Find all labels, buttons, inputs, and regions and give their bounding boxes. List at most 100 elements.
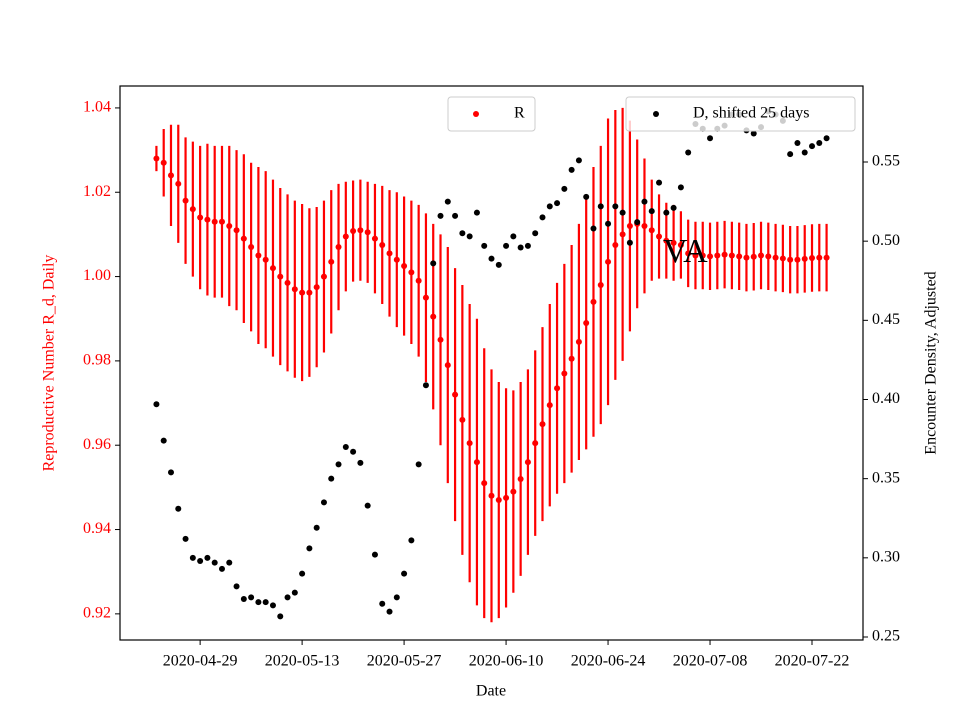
point xyxy=(590,225,597,232)
x-tick-label: 2020-07-22 xyxy=(775,653,850,670)
point xyxy=(685,149,692,156)
point xyxy=(444,198,451,205)
point xyxy=(575,338,582,345)
point xyxy=(809,143,816,150)
point xyxy=(306,289,313,296)
point xyxy=(364,229,371,236)
point xyxy=(255,252,262,259)
point xyxy=(779,255,786,262)
point xyxy=(306,545,313,552)
point xyxy=(721,251,728,258)
point xyxy=(816,139,823,146)
point xyxy=(495,497,502,504)
point xyxy=(473,459,480,466)
point xyxy=(430,260,437,267)
point xyxy=(204,216,211,223)
y2-tick-label: 0.30 xyxy=(872,548,900,565)
point xyxy=(699,252,706,259)
legend-box xyxy=(447,96,536,132)
point xyxy=(663,209,670,216)
point xyxy=(299,289,306,296)
point xyxy=(204,554,211,561)
point xyxy=(408,537,415,544)
point xyxy=(590,298,597,305)
point xyxy=(328,258,335,265)
point xyxy=(386,250,393,257)
point xyxy=(262,599,269,606)
point xyxy=(393,256,400,263)
point xyxy=(437,212,444,219)
point xyxy=(481,480,488,487)
point xyxy=(248,244,255,251)
point xyxy=(707,253,714,260)
point xyxy=(626,239,633,246)
point xyxy=(663,237,670,244)
point xyxy=(707,135,714,142)
point xyxy=(685,250,692,257)
x-tick-label: 2020-05-27 xyxy=(367,653,442,670)
point xyxy=(160,159,167,166)
point xyxy=(452,391,459,398)
point xyxy=(313,284,320,291)
point xyxy=(211,559,218,566)
point xyxy=(554,385,561,392)
point xyxy=(408,269,415,276)
point xyxy=(182,535,189,542)
point xyxy=(401,570,408,577)
point xyxy=(510,233,517,240)
point xyxy=(153,401,160,408)
point xyxy=(648,227,655,234)
point xyxy=(503,242,510,249)
y-tick-label: 0.96 xyxy=(83,436,111,453)
point xyxy=(240,235,247,242)
point xyxy=(692,252,699,259)
point xyxy=(670,204,677,211)
point xyxy=(401,263,408,270)
point xyxy=(386,608,393,615)
y-tick-label: 0.92 xyxy=(83,605,111,622)
point xyxy=(160,437,167,444)
point xyxy=(277,613,284,620)
point xyxy=(335,461,342,468)
x-tick-label: 2020-06-24 xyxy=(571,653,646,670)
point xyxy=(809,255,816,262)
point xyxy=(167,469,174,476)
point xyxy=(488,492,495,499)
point xyxy=(503,494,510,501)
x-axis-label: Date xyxy=(476,683,506,700)
point xyxy=(677,184,684,191)
point xyxy=(495,261,502,268)
point xyxy=(342,443,349,450)
point xyxy=(648,208,655,215)
point xyxy=(736,253,743,260)
point xyxy=(561,185,568,192)
point xyxy=(328,475,335,482)
point xyxy=(823,135,830,142)
point xyxy=(466,440,473,447)
y-tick-label: 1.00 xyxy=(83,267,111,284)
point xyxy=(510,488,517,495)
point xyxy=(218,218,225,225)
point xyxy=(677,241,684,248)
point xyxy=(641,222,648,229)
point xyxy=(524,459,531,466)
point xyxy=(248,594,255,601)
y-tick-label: 0.94 xyxy=(83,520,111,537)
point xyxy=(750,130,757,137)
x-tick-label: 2020-07-08 xyxy=(673,653,748,670)
annotation: VA xyxy=(663,233,708,270)
point xyxy=(787,256,794,263)
point xyxy=(211,218,218,225)
point xyxy=(554,200,561,207)
point xyxy=(182,197,189,204)
point xyxy=(226,559,233,566)
plot-area xyxy=(153,107,830,623)
point xyxy=(320,499,327,506)
point xyxy=(452,212,459,219)
point xyxy=(197,214,204,221)
point xyxy=(605,258,612,265)
point xyxy=(772,254,779,261)
point xyxy=(277,273,284,280)
y2-tick-label: 0.35 xyxy=(872,469,900,486)
